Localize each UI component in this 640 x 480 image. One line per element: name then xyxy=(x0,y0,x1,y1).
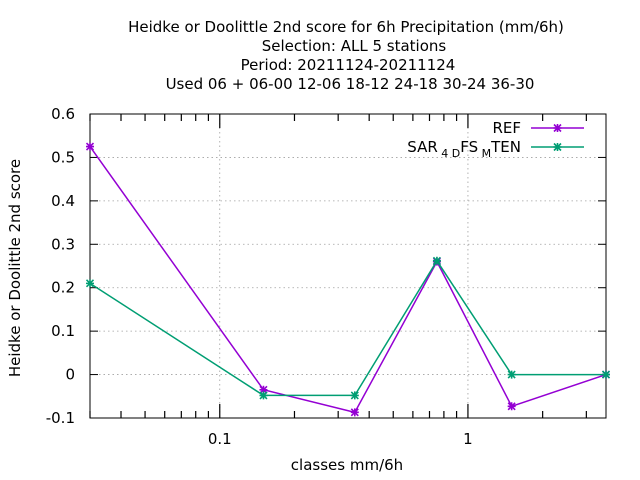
y-tick-label: 0.1 xyxy=(51,322,75,340)
x-axis-label: classes mm/6h xyxy=(291,456,403,474)
series-1-point xyxy=(507,402,516,411)
series-2-point xyxy=(259,391,268,400)
series-1-point xyxy=(259,385,268,394)
y-tick-label: -0.1 xyxy=(46,409,75,427)
title-line-3: Period: 20211124-20211124 xyxy=(241,56,456,74)
plot-frame xyxy=(89,113,607,419)
legend-label-part: TEN xyxy=(490,138,521,156)
y-axis-label: Heidke or Doolittle 2nd score xyxy=(6,159,24,377)
series-line-1 xyxy=(89,146,607,414)
title-line-1: Heidke or Doolittle 2nd score for 6h Pre… xyxy=(128,18,564,36)
y-tick-label: 0 xyxy=(65,366,75,384)
axes: -0.1 0 0.1 0.2 0.3 0.4 0.5 0.6 0.1 1 xyxy=(46,105,607,448)
y-tick-label: 0.5 xyxy=(51,148,75,166)
series-2-point xyxy=(432,256,441,265)
series-1-point xyxy=(350,408,359,417)
series-2-point xyxy=(350,391,359,400)
legend-label-part: FS xyxy=(460,138,478,156)
title-line-2: Selection: ALL 5 stations xyxy=(262,37,447,55)
grid xyxy=(90,114,606,418)
y-tick-label: 0.4 xyxy=(51,192,75,210)
y-tick-label: 0.2 xyxy=(51,279,75,297)
legend-label-sar: SAR 4 DFS MTEN xyxy=(407,138,521,160)
chart-title: Heidke or Doolittle 2nd score for 6h Pre… xyxy=(128,18,564,93)
x-tick-label: 0.1 xyxy=(208,430,232,448)
legend-label-part: M xyxy=(478,147,491,160)
legend-label-part: SAR xyxy=(407,138,437,156)
legend-label-ref: REF xyxy=(492,119,521,137)
title-line-4: Used 06 + 06-00 12-06 18-12 24-18 30-24 … xyxy=(166,75,535,93)
series-2-point xyxy=(507,370,516,379)
y-tick-label: 0.3 xyxy=(51,235,75,253)
legend-marker-ref xyxy=(553,123,562,133)
series-line-2 xyxy=(89,259,606,397)
series-group xyxy=(85,142,611,417)
series-2-point xyxy=(85,279,95,288)
y-tick-label: 0.6 xyxy=(51,105,75,123)
series-2-point xyxy=(601,370,611,379)
series-1-point xyxy=(85,142,95,151)
legend-label-part: 4 D xyxy=(438,147,460,160)
legend-marker-sar xyxy=(553,142,562,152)
x-tick-label: 1 xyxy=(463,430,473,448)
